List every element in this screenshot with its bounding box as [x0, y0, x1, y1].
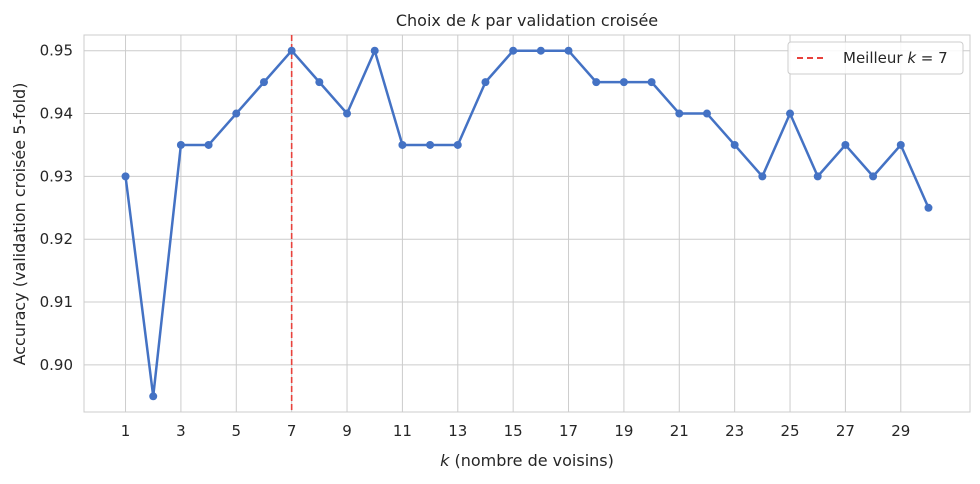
data-point: [869, 172, 878, 181]
x-tick-label: 11: [393, 422, 412, 440]
data-point: [370, 46, 379, 55]
x-tick-label: 17: [559, 422, 578, 440]
data-point: [315, 78, 324, 87]
x-tick-label: 7: [287, 422, 297, 440]
x-tick-label: 5: [232, 422, 242, 440]
data-point: [232, 109, 241, 118]
data-point: [813, 172, 822, 181]
data-point: [453, 140, 462, 149]
data-point: [343, 109, 352, 118]
plot-frame: [83, 34, 971, 413]
data-point: [730, 140, 739, 149]
legend-box: [787, 41, 964, 75]
x-tick-label: 1: [121, 422, 131, 440]
x-tick-label: 15: [504, 422, 523, 440]
x-tick-label: 23: [725, 422, 744, 440]
data-point: [536, 46, 545, 55]
legend-label: Meilleur k = 7: [843, 49, 948, 67]
x-tick-label: 3: [176, 422, 186, 440]
data-point: [398, 140, 407, 149]
data-point: [564, 46, 573, 55]
data-point: [287, 46, 296, 55]
data-point: [896, 140, 905, 149]
x-tick-label: 9: [342, 422, 352, 440]
data-point: [786, 109, 795, 118]
data-point: [204, 140, 213, 149]
data-point: [592, 78, 601, 87]
data-point: [481, 78, 490, 87]
data-point: [121, 172, 130, 181]
x-tick-label: 25: [780, 422, 799, 440]
x-tick-label: 21: [670, 422, 689, 440]
y-tick-label: 0.90: [40, 356, 73, 374]
x-tick-label: 29: [891, 422, 910, 440]
data-point: [149, 392, 158, 401]
data-point: [176, 140, 185, 149]
y-tick-labels: 0.90 0.91 0.92 0.93 0.94 0.95: [40, 42, 73, 374]
y-tick-label: 0.93: [40, 167, 73, 185]
x-tick-label: 13: [448, 422, 467, 440]
data-point: [647, 78, 656, 87]
chart-title: Choix de k par validation croisée: [396, 11, 658, 30]
x-tick-label: 19: [614, 422, 633, 440]
data-point: [619, 78, 628, 87]
data-point: [758, 172, 767, 181]
data-point: [841, 140, 850, 149]
data-point: [924, 203, 933, 212]
data-point: [702, 109, 711, 118]
y-tick-label: 0.91: [40, 293, 73, 311]
data-point: [259, 78, 268, 87]
x-tick-labels: 1 3 5 7 9 11 13 15 17 19 21 23 25 27 29: [121, 422, 911, 440]
series-layer: [121, 46, 933, 401]
accuracy-series-line: [124, 49, 930, 398]
y-tick-label: 0.94: [40, 105, 73, 123]
y-tick-label: 0.92: [40, 230, 73, 248]
x-axis-title: k (nombre de voisins): [440, 451, 614, 470]
legend: Meilleur k = 7: [787, 41, 964, 75]
data-point: [675, 109, 684, 118]
data-point: [509, 46, 518, 55]
data-point: [426, 140, 435, 149]
y-axis-title: Accuracy (validation croisée 5-fold): [10, 83, 29, 366]
grid: [84, 35, 970, 412]
x-tick-label: 27: [836, 422, 855, 440]
y-tick-label: 0.95: [40, 42, 73, 60]
